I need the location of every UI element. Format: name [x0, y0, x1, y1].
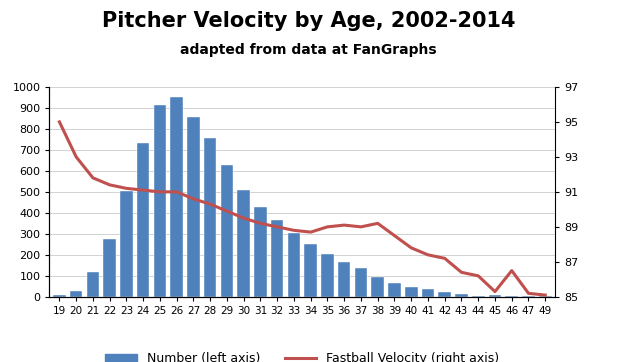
Bar [288, 233, 300, 297]
Bar [137, 143, 149, 297]
Bar [421, 290, 434, 297]
Bar [204, 138, 217, 297]
Bar [539, 296, 552, 297]
Bar [120, 191, 133, 297]
Bar [388, 283, 401, 297]
Bar [455, 294, 468, 297]
Bar [254, 207, 267, 297]
Bar [489, 295, 501, 297]
Bar [355, 269, 367, 297]
Bar [439, 292, 451, 297]
Bar [170, 97, 183, 297]
Text: adapted from data at FanGraphs: adapted from data at FanGraphs [180, 43, 437, 58]
Bar [472, 296, 484, 297]
Bar [321, 254, 334, 297]
Text: Pitcher Velocity by Age, 2002-2014: Pitcher Velocity by Age, 2002-2014 [102, 11, 515, 31]
Bar [104, 239, 116, 297]
Bar [271, 220, 283, 297]
Bar [371, 277, 384, 297]
Bar [238, 190, 250, 297]
Bar [338, 262, 350, 297]
Bar [53, 295, 65, 297]
Bar [187, 117, 200, 297]
Bar [221, 165, 233, 297]
Bar [154, 105, 166, 297]
Bar [86, 272, 99, 297]
Bar [304, 244, 317, 297]
Bar [405, 287, 418, 297]
Bar [505, 296, 518, 297]
Legend: Number (left axis), Fastball Velocity (right axis): Number (left axis), Fastball Velocity (r… [101, 348, 504, 362]
Bar [70, 291, 83, 297]
Bar [522, 296, 535, 297]
